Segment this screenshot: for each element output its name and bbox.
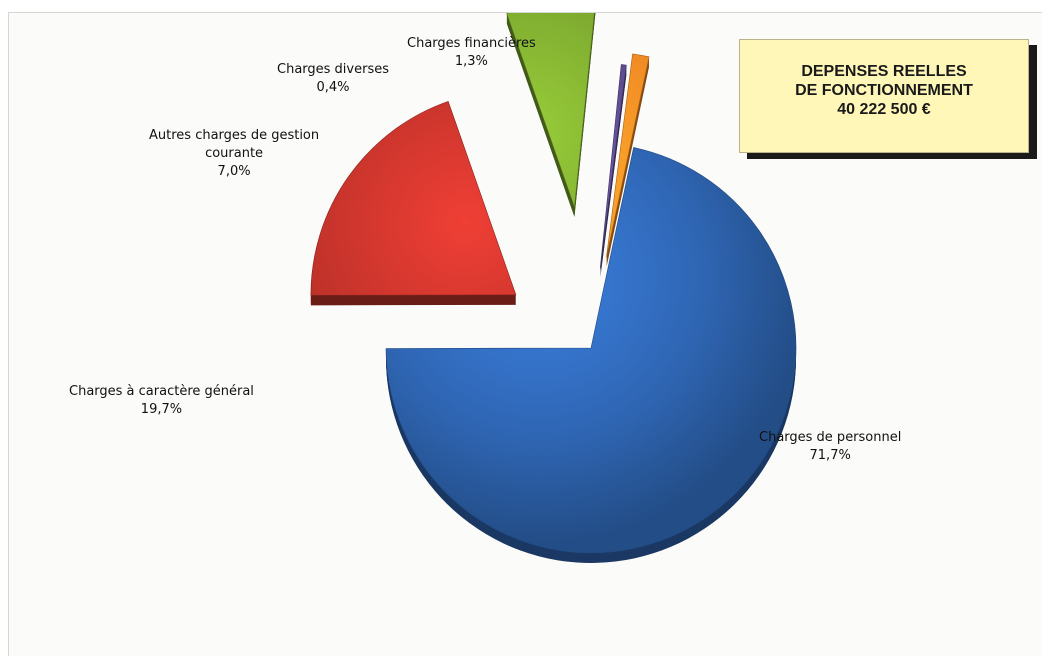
pie-slice-side <box>600 74 627 279</box>
pie-slice-side <box>600 71 627 276</box>
slice-label-charges-financieres: Charges financières 1,3% <box>407 35 536 71</box>
slice-label-value: 1,3% <box>454 54 488 69</box>
slice-label-charges-de-personnel: Charges de personnel 71,7% <box>759 429 901 465</box>
pie-slice-4 <box>606 53 650 268</box>
pie-slice-top <box>506 13 595 208</box>
slice-label-name: Charges financières <box>407 36 536 51</box>
pie-slice-1 <box>310 100 517 306</box>
pie-slice-side <box>600 69 627 274</box>
slice-label-value: 0,4% <box>316 80 350 95</box>
pie-slice-top <box>385 147 797 554</box>
slice-label-charges-a-caractere-general: Charges à caractère général 19,7% <box>69 383 254 419</box>
slice-label-value: 7,0% <box>217 164 251 179</box>
pie-slice-0 <box>385 147 797 564</box>
pie-slice-top <box>599 64 627 269</box>
chart-title-box: DEPENSES REELLES DE FONCTIONNEMENT 40 22… <box>739 39 1029 153</box>
slice-label-name: Charges à caractère général <box>69 384 254 399</box>
chart-title-line-1: DEPENSES REELLES <box>801 63 967 80</box>
slice-label-name: Charges diverses <box>277 62 389 77</box>
pie-slice-top <box>606 53 650 258</box>
pie-slice-side <box>600 72 627 277</box>
pie-chart <box>310 13 797 564</box>
slice-label-name: Charges de personnel <box>759 430 902 445</box>
chart-title-line-3: 40 222 500 € <box>837 101 931 118</box>
slice-label-name-line-1: Autres charges de gestion <box>149 128 320 143</box>
pie-slice-top <box>310 100 517 296</box>
pie-slice-side <box>600 67 627 272</box>
pie-slice-side <box>600 68 627 273</box>
slice-label-value: 71,7% <box>809 448 851 463</box>
slice-label-autres-charges-de-gestion-courante: Autres charges de gestion courante 7,0% <box>149 127 319 181</box>
slice-label-value: 19,7% <box>140 402 183 417</box>
slice-label-charges-diverses: Charges diverses 0,4% <box>277 61 389 97</box>
chart-area: DEPENSES REELLES DE FONCTIONNEMENT 40 22… <box>8 12 1042 656</box>
slice-label-name-line-2: courante <box>205 146 264 161</box>
pie-slice-side <box>600 70 627 275</box>
pie-slice-3 <box>599 64 627 279</box>
chart-title-line-2: DE FONCTIONNEMENT <box>795 82 973 99</box>
pie-slice-2 <box>506 13 596 217</box>
pie-slice-side <box>600 73 627 278</box>
